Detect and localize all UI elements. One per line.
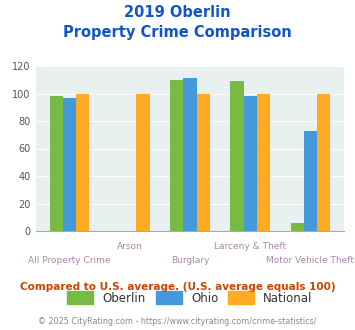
Bar bbox=[76, 93, 89, 231]
Bar bbox=[244, 96, 257, 231]
Text: Burglary: Burglary bbox=[171, 256, 209, 265]
Bar bbox=[183, 79, 197, 231]
Text: Larceny & Theft: Larceny & Theft bbox=[214, 242, 286, 251]
Bar bbox=[290, 223, 304, 231]
Text: Arson: Arson bbox=[117, 242, 143, 251]
Bar bbox=[317, 93, 330, 231]
Bar bbox=[230, 81, 244, 231]
Text: 2019 Oberlin: 2019 Oberlin bbox=[124, 5, 231, 20]
Bar bbox=[170, 80, 183, 231]
Text: © 2025 CityRating.com - https://www.cityrating.com/crime-statistics/: © 2025 CityRating.com - https://www.city… bbox=[38, 317, 317, 326]
Text: Property Crime Comparison: Property Crime Comparison bbox=[63, 25, 292, 40]
Bar bbox=[304, 131, 317, 231]
Legend: Oberlin, Ohio, National: Oberlin, Ohio, National bbox=[63, 286, 317, 309]
Bar bbox=[136, 93, 149, 231]
Bar bbox=[50, 96, 63, 231]
Bar bbox=[63, 98, 76, 231]
Bar bbox=[257, 93, 270, 231]
Bar bbox=[197, 93, 210, 231]
Text: All Property Crime: All Property Crime bbox=[28, 256, 111, 265]
Text: Motor Vehicle Theft: Motor Vehicle Theft bbox=[267, 256, 354, 265]
Text: Compared to U.S. average. (U.S. average equals 100): Compared to U.S. average. (U.S. average … bbox=[20, 282, 335, 292]
